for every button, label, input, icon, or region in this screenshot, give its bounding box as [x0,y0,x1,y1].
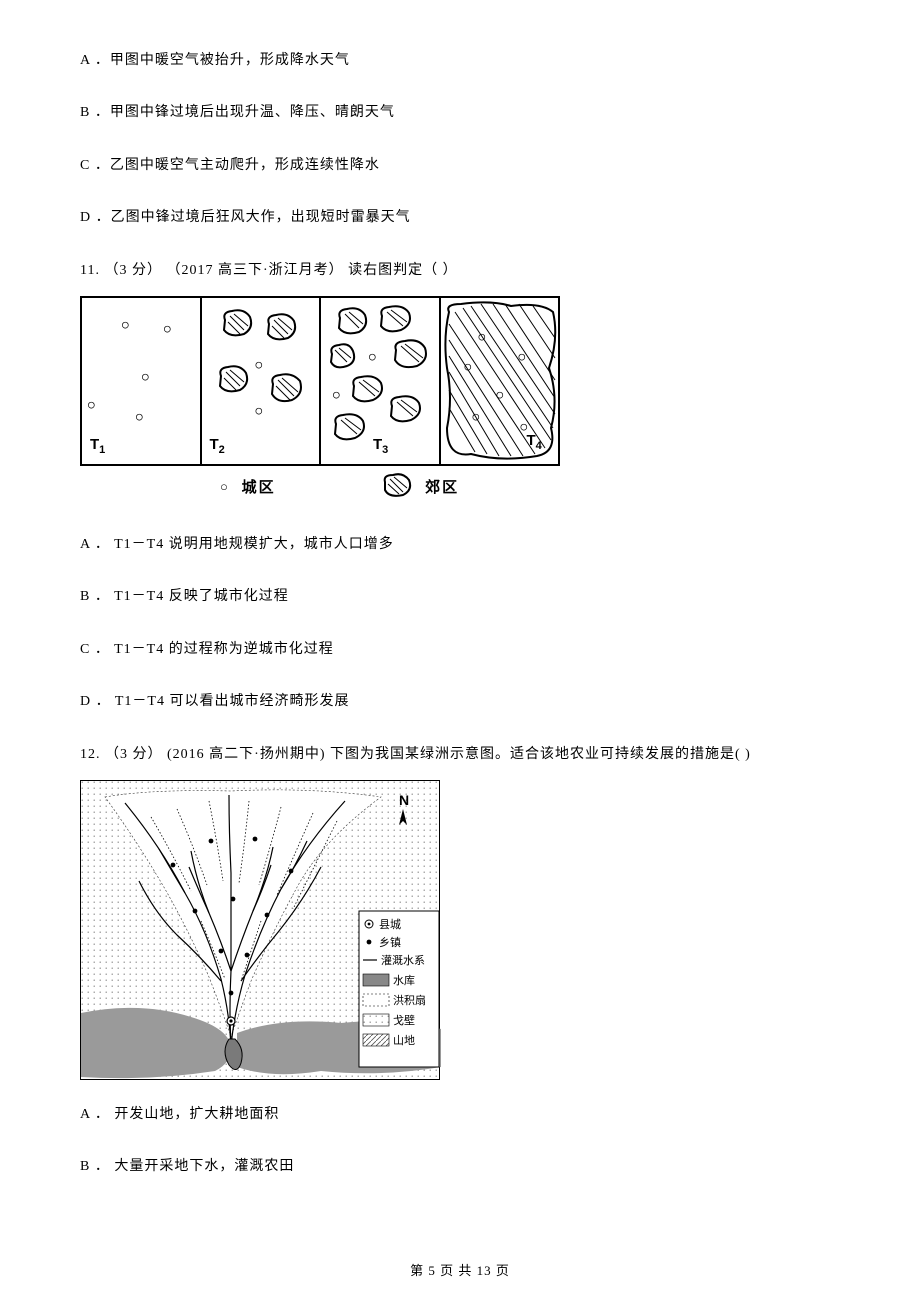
legend-suburb-label: 郊区 [425,480,459,496]
q11-cell-t3: ○ ○ T3 [321,298,441,464]
suburb-symbol-icon [381,472,413,506]
q11-option-d: D ． T1－T4 可以看出城市经济畸形发展 [80,691,840,713]
q11-option-a: A ． T1－T4 说明用地规模扩大，城市人口增多 [80,534,840,556]
svg-text:乡镇: 乡镇 [379,935,401,949]
svg-text:灌溉水系: 灌溉水系 [381,954,425,967]
q11-cell-t4: ○ ○ ○ ○ ○ ○ T4 [441,298,559,464]
q10-option-c: C ．乙图中暖空气主动爬升，形成连续性降水 [80,155,840,177]
q10-option-b: B ．甲图中锋过境后出现升温、降压、晴朗天气 [80,102,840,124]
svg-text:县城: 县城 [379,918,401,931]
q11-option-c: C ． T1－T4 的过程称为逆城市化过程 [80,639,840,661]
q12-option-b: B ． 大量开采地下水，灌溉农田 [80,1156,840,1178]
page-footer: 第 5 页 共 13 页 [0,1261,920,1282]
svg-text:戈壁: 戈壁 [393,1013,415,1027]
legend-city-label: 城区 [242,480,276,496]
q11-cell-t2: ○ ○ T2 [202,298,322,464]
q11-option-b: B ． T1－T4 反映了城市化过程 [80,586,840,608]
q10-options: A ．甲图中暖空气被抬升，形成降水天气 B ．甲图中锋过境后出现升温、降压、晴朗… [80,50,840,230]
svg-text:山地: 山地 [393,1034,415,1047]
q12-option-a: A ． 开发山地，扩大耕地面积 [80,1104,840,1126]
q12-stem: 12. （3 分） (2016 高二下·扬州期中) 下图为我国某绿洲示意图。适合… [80,744,840,766]
q10-option-a: A ．甲图中暖空气被抬升，形成降水天气 [80,50,840,72]
q12-options: A ． 开发山地，扩大耕地面积 B ． 大量开采地下水，灌溉农田 [80,1104,840,1179]
q12-figure: N 县城 乡镇 灌溉水系 水库 洪积扇 戈壁 山地 [80,780,440,1080]
q11-stem: 11. （3 分） （2017 高三下·浙江月考） 读右图判定（ ） [80,260,840,282]
city-symbol-icon: ○ [220,477,230,498]
q11-figure: ○ ○ ○ ○ ○ T1 ○ ○ T2 ○ ○ T3 [80,296,560,466]
q11-cell-t1: ○ ○ ○ ○ ○ T1 [82,298,202,464]
svg-text:N: N [399,792,409,808]
q11-legend: ○ 城区 郊区 [220,472,840,506]
svg-text:水库: 水库 [393,974,415,987]
svg-text:洪积扇: 洪积扇 [393,993,426,1007]
q10-option-d: D ．乙图中锋过境后狂风大作，出现短时雷暴天气 [80,207,840,229]
q11-options: A ． T1－T4 说明用地规模扩大，城市人口增多 B ． T1－T4 反映了城… [80,534,840,714]
